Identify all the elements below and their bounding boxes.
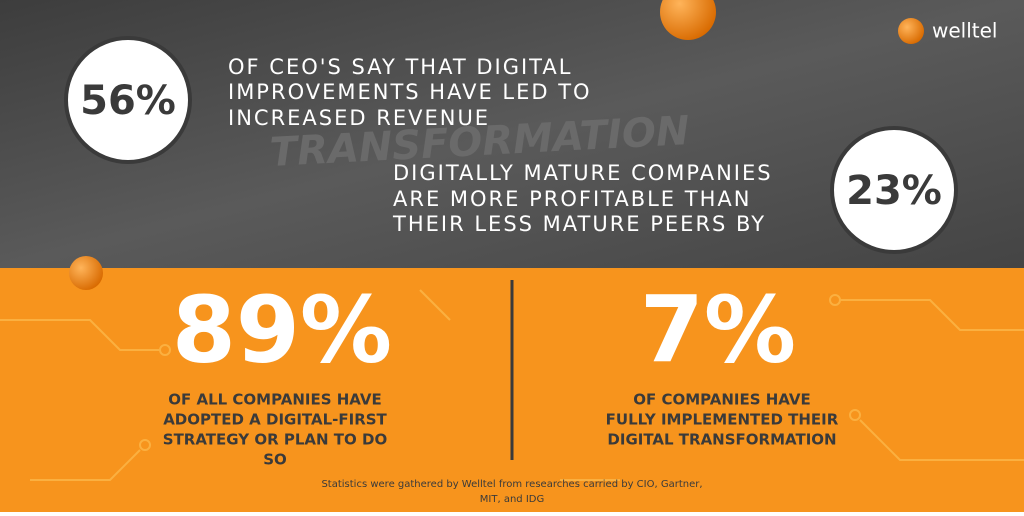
stat-value: 89% (172, 276, 392, 383)
stat-text: FULLY IMPLEMENTED THEIR (606, 411, 839, 429)
sphere (69, 256, 103, 290)
stat-text: INCREASED REVENUE (228, 106, 490, 130)
circuit-lines (0, 289, 1024, 481)
stat-text: OF COMPANIES HAVE (633, 391, 811, 409)
stat-text: OF CEO'S SAY THAT DIGITAL (228, 55, 572, 79)
stat-circle-ring (69, 41, 187, 159)
stat-text: ADOPTED A DIGITAL-FIRST (163, 411, 387, 429)
sphere (660, 0, 716, 40)
stat-text: STRATEGY OR PLAN TO DO (163, 431, 387, 449)
stat-value: 7% (640, 276, 796, 383)
stat-text: DIGITAL TRANSFORMATION (607, 431, 836, 449)
stat-value: 23% (846, 168, 942, 214)
stat-text: ARE MORE PROFITABLE THAN (393, 187, 751, 211)
stat-circle-ring (835, 131, 953, 249)
stat-circle (830, 126, 958, 254)
logo: welltel (932, 19, 997, 43)
stat-text: OF ALL COMPANIES HAVE (168, 391, 382, 409)
stat-text: THEIR LESS MATURE PEERS BY (392, 212, 766, 236)
stat-text: SO (263, 451, 287, 469)
stat-value: 56% (80, 78, 176, 124)
stat-circle (64, 36, 192, 164)
stat-text: IMPROVEMENTS HAVE LED TO (228, 80, 592, 104)
stat-text: DIGITALLY MATURE COMPANIES (393, 161, 773, 185)
footnote: MIT, and IDG (480, 494, 544, 505)
footnote: Statistics were gathered by Welltel from… (321, 479, 702, 490)
logo-icon (898, 18, 924, 44)
